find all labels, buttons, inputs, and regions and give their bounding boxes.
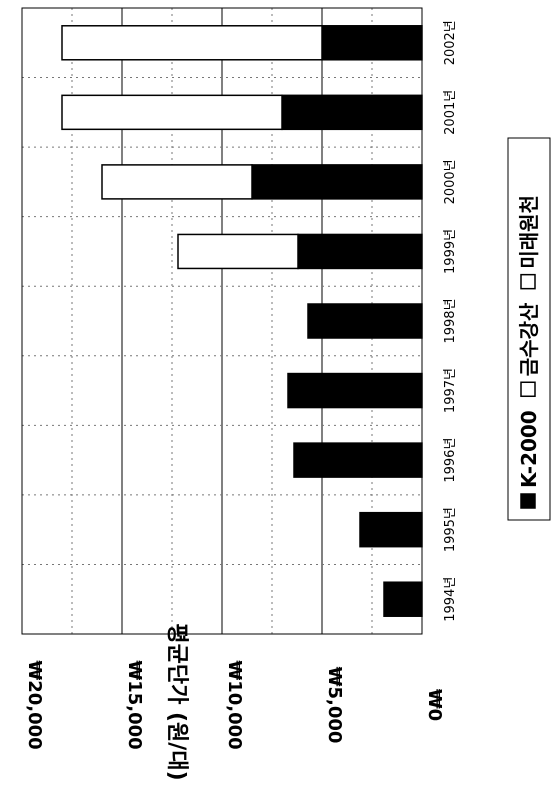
value-tick-label: ₩20,000 [24, 660, 45, 749]
bars [61, 25, 423, 617]
legend-swatch [520, 493, 536, 509]
value-tick-label: ₩0 [424, 689, 445, 721]
category-tick-label: 2001년 [443, 90, 458, 135]
category-ticks: 1994년 1995년 1996년 1997년 1998년 1999년 2000년 2001년… [443, 20, 458, 621]
category-tick-label: 1999년 [443, 229, 458, 274]
bar-segment [177, 233, 299, 270]
category-tick-label: 1994년 [443, 577, 458, 622]
legend-label: 미래원천 [517, 195, 541, 269]
category-tick-label: 1998년 [443, 298, 458, 343]
value-ticks: ₩0 ₩5,000 ₩10,000 ₩15,000 ₩20,000 [24, 660, 445, 749]
legend-label: K-2000 [517, 410, 541, 488]
bar-segment [61, 25, 323, 61]
legend-swatch [520, 381, 536, 398]
bar-segment [61, 94, 283, 131]
value-axis-label: 평균단가 (원/대) [164, 623, 189, 780]
legend-swatch [520, 273, 536, 290]
legend-label: 금수강산 [517, 302, 541, 376]
value-tick-label: ₩5,000 [324, 667, 345, 744]
category-tick-label: 1996년 [443, 438, 458, 483]
category-tick-label: 1997년 [443, 368, 458, 413]
category-tick-label: 2000년 [443, 159, 458, 204]
bar-segment [359, 511, 423, 548]
value-tick-label: ₩15,000 [124, 660, 145, 749]
value-tick-label: ₩10,000 [224, 660, 245, 749]
bar-segment [287, 372, 423, 409]
bar-segment [383, 581, 423, 617]
bar-segment [293, 442, 423, 478]
legend-box [507, 137, 551, 521]
legend: K-2000 금수강산 미래원천 [507, 137, 551, 521]
bar-segment [307, 303, 423, 339]
bar-segment [251, 164, 423, 200]
category-tick-label: 2002년 [443, 20, 458, 65]
bar-segment [281, 94, 423, 131]
category-tick-label: 1995년 [443, 507, 458, 552]
bar-segment [297, 233, 423, 270]
bar-segment [101, 164, 253, 200]
bar-segment [321, 25, 423, 61]
